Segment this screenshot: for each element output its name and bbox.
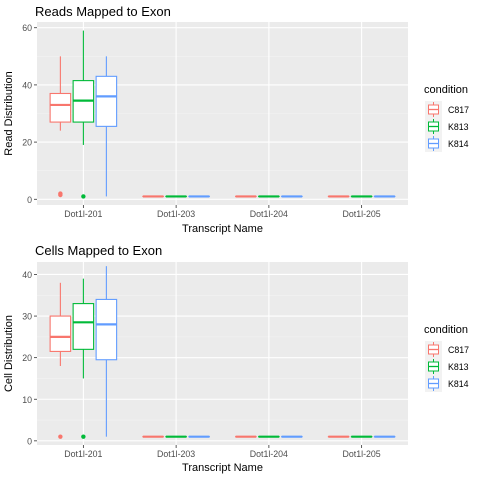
legend-label-K814: K814 [448,139,469,149]
x-tick-label: Dot1l-204 [250,209,288,219]
legend-label-K813: K813 [448,122,469,132]
y-tick-label: 0 [27,436,32,446]
x-tick-label: Dot1l-201 [64,209,102,219]
y-tick-label: 40 [22,80,32,90]
y-tick-label: 30 [22,312,32,322]
box-K813-Dot1l-201 [72,30,95,199]
chart-panel-2: Cells Mapped to Exon 0 10 20 30 40 Dot1l-201 Do… [3,243,469,474]
chart-panel-1: Reads Mapped to Exon 0 20 40 60 Dot1l-201 Dot1… [3,4,469,235]
x-axis-title: Transcript Name [182,462,263,474]
chart-title: Reads Mapped to Exon [35,4,171,19]
box-K813-Dot1l-201 [72,278,95,439]
y-tick-label: 20 [22,353,32,363]
box-C817-Dot1l-201 [49,282,72,439]
legend: condition C817 K813 K814 [424,84,469,152]
box-body [49,92,72,123]
y-axis-title: Read Distribution [3,71,15,155]
x-tick-label: Dot1l-205 [343,209,381,219]
legend-title: condition [424,84,468,96]
y-axis-title: Cell Distribution [3,315,15,392]
box-K814-Dot1l-201 [95,266,118,437]
legend: condition C817 K813 K814 [424,324,469,392]
y-tick-label: 0 [27,195,32,205]
legend-label-C817: C817 [448,105,469,115]
outlier-point [58,191,63,196]
outlier-point [58,434,63,439]
x-tick-label: Dot1l-201 [64,449,102,459]
x-axis-title: Transcript Name [182,223,263,235]
legend-title: condition [424,324,468,336]
y-tick-label: 20 [22,138,32,148]
legend-label-K813: K813 [448,362,469,372]
x-tick-label: Dot1l-203 [157,449,195,459]
outlier-point [81,194,86,199]
y-tick-label: 40 [22,270,32,280]
y-tick-label: 10 [22,395,32,405]
plot-panel [37,262,408,445]
chart-title: Cells Mapped to Exon [35,243,162,258]
box-body [95,75,118,127]
box-K814-Dot1l-201 [95,56,118,197]
x-tick-label: Dot1l-205 [343,449,381,459]
outlier-point [81,434,86,439]
box-body [49,315,72,352]
x-tick-label: Dot1l-204 [250,449,288,459]
box-body [72,303,95,350]
legend-label-C817: C817 [448,345,469,355]
box-C817-Dot1l-201 [49,56,72,198]
x-tick-label: Dot1l-203 [157,209,195,219]
box-body [95,298,118,361]
legend-label-K814: K814 [448,379,469,389]
y-tick-label: 60 [22,23,32,33]
